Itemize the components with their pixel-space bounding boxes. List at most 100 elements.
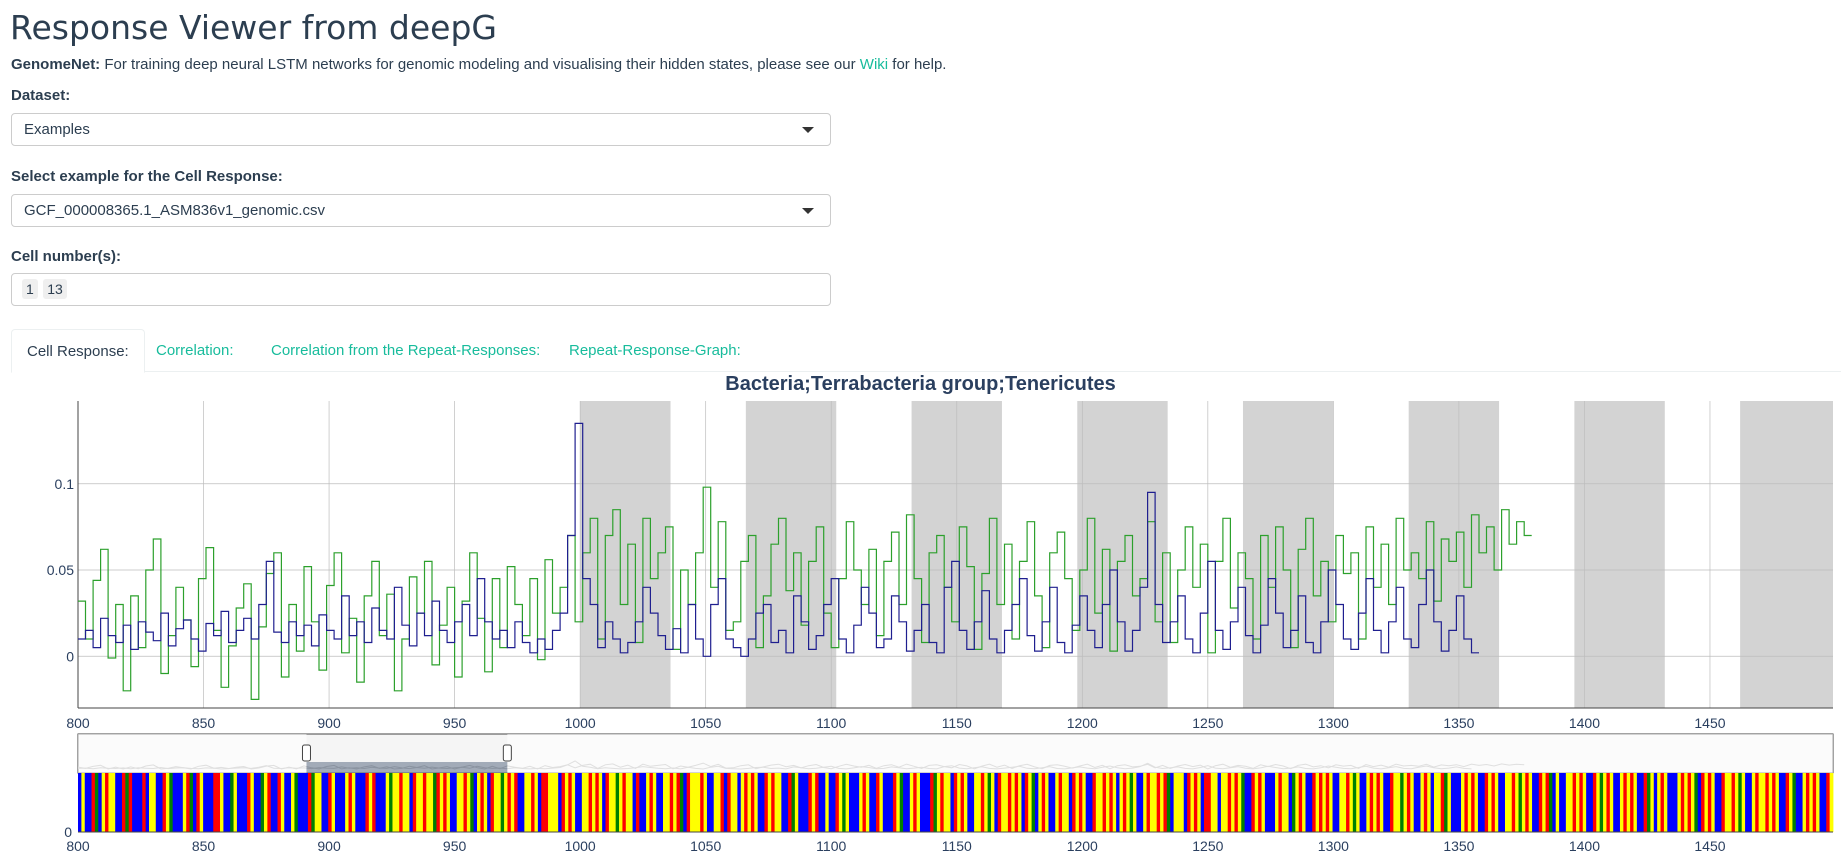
nucleotide-bar: [1548, 773, 1553, 832]
nucleotide-bar: [1227, 773, 1232, 832]
x-tick-label: 800: [66, 715, 90, 731]
nucleotide-bar: [551, 773, 556, 832]
nucleotide-bar: [1362, 773, 1367, 832]
nucleotide-bar: [1599, 773, 1604, 832]
nucleotide-bar: [1319, 773, 1323, 832]
nucleotide-bar: [1041, 773, 1046, 832]
nucleotide-bar: [1244, 773, 1249, 832]
nucleotide-bar: [1745, 773, 1749, 832]
nucleotide-bar: [1572, 773, 1577, 832]
nucleotide-bar: [1663, 773, 1668, 832]
nucleotide-bar: [433, 773, 437, 832]
nucleotide-bar: [1596, 773, 1601, 832]
nucleotide-bar: [700, 773, 704, 832]
nucleotide-bar: [1494, 773, 1499, 832]
nucleotide-bar: [571, 773, 576, 832]
wiki-link[interactable]: Wiki: [859, 56, 889, 73]
range-slider-handle[interactable]: [502, 744, 512, 762]
nucleotide-bar: [1704, 773, 1709, 832]
range-slider-selection: [306, 762, 508, 773]
nucleotide-bar: [1264, 773, 1269, 832]
nucleotide-bar: [1647, 773, 1651, 832]
nucleotide-bar: [669, 773, 674, 832]
nucleotide-bar: [842, 773, 846, 832]
nucleotide-bar: [625, 773, 630, 832]
nucleotide-bar: [1329, 773, 1333, 832]
nucleotide-bar: [848, 773, 853, 832]
nucleotide-bar: [652, 773, 657, 832]
cell-number-input[interactable]: 1 13: [11, 273, 831, 306]
cell-chip[interactable]: 13: [43, 279, 67, 299]
dataset-select[interactable]: Examples: [11, 113, 831, 146]
tab-correlation-repeat-responses[interactable]: Correlation from the Repeat-Responses:: [271, 342, 541, 359]
nucleotide-bar: [463, 773, 468, 832]
nucleotide-bar: [686, 773, 691, 832]
nucleotide-bar: [683, 773, 688, 832]
example-label: Select example for the Cell Response:: [11, 168, 283, 185]
nucleotide-bar: [291, 773, 295, 832]
slider-x-tick-label: 1250: [1192, 838, 1223, 854]
nucleotide-bar: [548, 773, 552, 832]
nucleotide-bar: [1112, 773, 1117, 832]
cell-chip[interactable]: 1: [22, 279, 38, 299]
nucleotide-bar: [767, 773, 772, 832]
nucleotide-bar: [1410, 773, 1415, 832]
y-tick-label: 0.05: [47, 562, 74, 578]
nucleotide-bar: [338, 773, 343, 832]
nucleotide-bar: [182, 773, 187, 832]
nucleotide-bar: [1018, 773, 1022, 832]
nucleotide-bar: [1302, 773, 1306, 832]
nucleotide-bar: [301, 773, 305, 832]
tab-cell-response[interactable]: Cell Response:: [11, 329, 145, 373]
nucleotide-bar: [1335, 773, 1340, 832]
example-select[interactable]: GCF_000008365.1_ASM836v1_genomic.csv: [11, 194, 831, 227]
nucleotide-bar: [869, 773, 874, 832]
nucleotide-bar: [263, 773, 268, 832]
nucleotide-bar: [132, 773, 136, 832]
tab-correlation[interactable]: Correlation:: [156, 342, 234, 359]
nucleotide-bar: [676, 773, 681, 832]
nucleotide-bar: [1555, 773, 1560, 832]
slider-x-tick-label: 950: [443, 838, 467, 854]
nucleotide-bar: [1559, 773, 1563, 832]
range-slider-handle[interactable]: [301, 744, 311, 762]
nucleotide-bar: [1099, 773, 1103, 832]
tab-repeat-response-graph[interactable]: Repeat-Response-Graph:: [569, 342, 741, 359]
nucleotide-bar: [994, 773, 999, 832]
nucleotide-bar: [426, 773, 431, 832]
nucleotide-bar: [1579, 773, 1584, 832]
nucleotide-bar: [1231, 773, 1235, 832]
range-slider-mask-right: [507, 734, 1834, 773]
nucleotide-bar: [1562, 773, 1567, 832]
nucleotide-bar: [280, 773, 285, 832]
nucleotide-bar: [821, 773, 826, 832]
nucleotide-bar: [1795, 773, 1800, 832]
slider-x-tick-label: 900: [317, 838, 341, 854]
nucleotide-bar: [886, 773, 890, 832]
nucleotide-bar: [541, 773, 546, 832]
nucleotide-bar: [328, 773, 333, 832]
nucleotide-bar: [324, 773, 329, 832]
nucleotide-bar: [723, 773, 728, 832]
nucleotide-bar: [1741, 773, 1746, 832]
range-slider-mask-left: [78, 734, 307, 773]
chevron-down-icon: [802, 208, 814, 214]
nucleotide-bar: [602, 773, 606, 832]
nucleotide-bar: [101, 773, 106, 832]
nucleotide-bar: [395, 773, 400, 832]
nucleotide-bar: [406, 773, 410, 832]
nucleotide-bar: [1166, 773, 1171, 832]
nucleotide-bar: [1366, 773, 1371, 832]
nucleotide-bar: [186, 773, 190, 832]
nucleotide-bar: [152, 773, 157, 832]
nucleotide-bar: [1312, 773, 1317, 832]
nucleotide-bar: [544, 773, 549, 832]
nucleotide-bar: [679, 773, 684, 832]
nucleotide-bar: [1413, 773, 1418, 832]
nucleotide-bar: [1816, 773, 1820, 832]
x-tick-label: 850: [192, 715, 216, 731]
nucleotide-bar: [1045, 773, 1049, 832]
nucleotide-bar: [805, 773, 809, 832]
nucleotide-bar: [382, 773, 387, 832]
